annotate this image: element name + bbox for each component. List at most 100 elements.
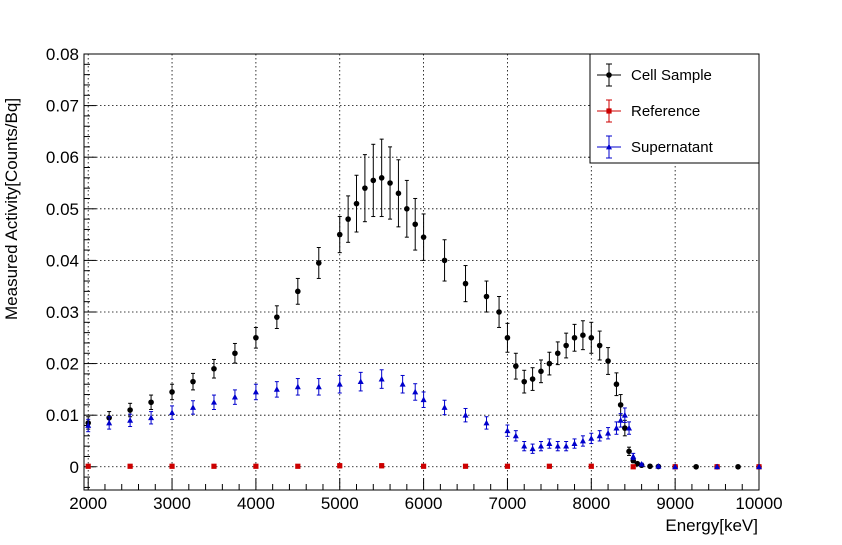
data-point (370, 177, 377, 184)
y-axis-title: Measured Activity[Counts/Bq] (2, 98, 21, 320)
data-point (190, 378, 196, 385)
data-point (554, 442, 561, 449)
data-point (399, 381, 406, 387)
data-point (672, 463, 679, 470)
series-supernatant (85, 369, 762, 470)
data-point (630, 453, 637, 459)
data-point (337, 463, 343, 469)
data-point (252, 388, 259, 395)
data-point (127, 407, 133, 413)
y-tick-label: 0.04 (46, 251, 79, 270)
data-point (232, 350, 238, 357)
data-point (596, 432, 603, 439)
data-point (613, 381, 620, 388)
data-point (580, 332, 586, 339)
x-tick-label: 9000 (656, 494, 694, 513)
data-point (441, 404, 448, 410)
y-tick-label: 0.01 (46, 406, 79, 425)
data-point (563, 442, 570, 449)
x-tick-label: 5000 (321, 494, 359, 513)
data-point (563, 342, 569, 349)
data-point (353, 200, 360, 207)
data-point (169, 463, 175, 469)
data-point (190, 404, 197, 410)
x-tick-label: 6000 (405, 494, 443, 513)
legend-label: Cell Sample (631, 67, 712, 84)
data-point (395, 190, 402, 197)
data-point (617, 417, 624, 423)
data-point (378, 175, 385, 181)
legend-marker (606, 143, 612, 150)
series-layer (85, 138, 762, 470)
data-point (294, 383, 301, 390)
data-point (441, 257, 448, 264)
legend-label: Reference (631, 103, 700, 120)
data-point (483, 293, 490, 300)
axis-ticks (84, 53, 760, 490)
data-point (336, 231, 343, 238)
data-point (357, 378, 364, 385)
data-point (613, 424, 620, 431)
y-tick-label: 0.06 (46, 148, 79, 167)
data-point (621, 411, 628, 418)
x-tick-label: 4000 (237, 494, 275, 513)
x-tick-label: 2000 (69, 494, 107, 513)
x-tick-label: 10000 (735, 494, 782, 513)
tick-labels: 2000 3000 4000 5000 6000 7000 8000 9000 10000 0 0.… (46, 45, 783, 513)
plot-frame (83, 53, 760, 491)
x-tick-label: 7000 (489, 494, 527, 513)
data-point (379, 463, 385, 469)
data-point (504, 427, 511, 434)
data-point (579, 437, 586, 444)
data-point (412, 221, 419, 228)
legend-box (589, 53, 760, 164)
data-point (169, 389, 175, 395)
data-point (756, 463, 762, 470)
data-point (315, 383, 322, 390)
data-point (617, 402, 624, 408)
data-point (537, 442, 544, 449)
legend: Cell Sample Reference Supernatant (589, 53, 760, 164)
data-point (626, 448, 632, 455)
data-point (253, 334, 259, 341)
y-tick-label: 0.05 (46, 200, 79, 219)
data-point (345, 216, 351, 222)
data-point (404, 205, 410, 212)
legend-entry: Cell Sample (597, 63, 712, 87)
data-point (638, 461, 645, 467)
data-point (295, 463, 301, 469)
data-point (420, 463, 427, 469)
data-point (546, 463, 552, 469)
data-point (605, 430, 612, 436)
data-point (538, 368, 544, 375)
data-point (521, 442, 528, 449)
data-point (127, 463, 133, 469)
data-point (169, 409, 176, 416)
x-axis-title: Energy[keV] (665, 516, 758, 535)
data-point (596, 342, 603, 349)
y-tick-label: 0.03 (46, 303, 79, 322)
data-point (462, 280, 469, 287)
data-point (529, 445, 536, 452)
data-point (106, 419, 113, 426)
data-point (605, 358, 611, 364)
legend-marker (606, 108, 612, 114)
legend-label: Supernatant (631, 139, 714, 156)
data-point (378, 375, 385, 382)
data-point (387, 180, 393, 186)
data-point (336, 381, 343, 387)
data-point (273, 386, 280, 392)
legend-entry: Reference (597, 99, 700, 123)
data-point (412, 388, 419, 395)
data-point (647, 463, 653, 470)
y-tick-label: 0.02 (46, 355, 79, 374)
data-point (211, 365, 217, 372)
data-point (521, 378, 528, 385)
data-point (210, 399, 217, 405)
data-point (85, 422, 92, 428)
data-point (630, 464, 636, 470)
data-point (626, 424, 633, 431)
data-point (148, 414, 155, 421)
data-point (315, 260, 322, 266)
